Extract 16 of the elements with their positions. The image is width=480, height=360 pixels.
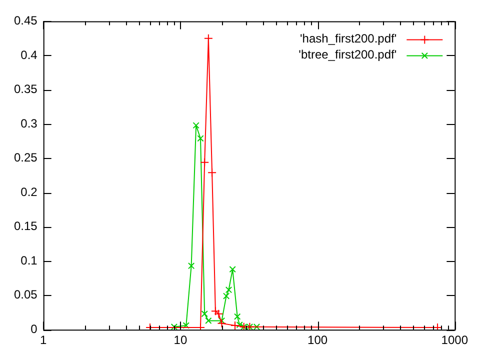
legend-label: 'btree_first200.pdf' [298, 48, 397, 62]
y-tick-label: 0.35 [14, 82, 38, 96]
y-tick-label: 0 [30, 322, 38, 336]
y-tick-label: 0.4 [20, 48, 38, 62]
y-tick-label: 0.3 [20, 116, 38, 130]
x-tick-label: 100 [308, 333, 328, 348]
x-tick-label: 10 [174, 333, 188, 348]
y-tick-label: 0.1 [20, 253, 38, 268]
y-tick-label: 0.15 [14, 219, 38, 234]
legend-label: 'hash_first200.pdf' [300, 32, 397, 46]
y-tick-label: 0.2 [20, 184, 38, 199]
y-tick-label: 0.45 [14, 14, 38, 28]
x-tick-label: 1000 [441, 333, 468, 348]
y-tick-label: 0.05 [14, 288, 38, 302]
y-tick-label: 0.25 [14, 150, 38, 165]
x-tick-label: 1 [40, 333, 48, 348]
